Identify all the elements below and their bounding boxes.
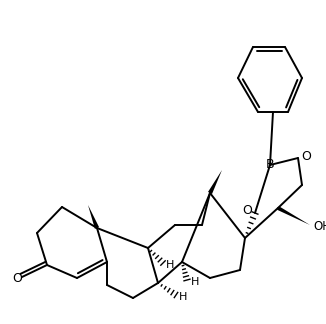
Polygon shape xyxy=(88,205,99,229)
Text: H: H xyxy=(191,277,199,287)
Text: OH: OH xyxy=(313,219,326,233)
Text: O: O xyxy=(242,204,252,217)
Text: O: O xyxy=(12,272,22,285)
Text: B: B xyxy=(266,157,274,170)
Polygon shape xyxy=(208,170,222,194)
Text: O: O xyxy=(301,149,311,163)
Text: H: H xyxy=(179,292,187,302)
Polygon shape xyxy=(277,206,310,225)
Text: H: H xyxy=(166,260,174,270)
